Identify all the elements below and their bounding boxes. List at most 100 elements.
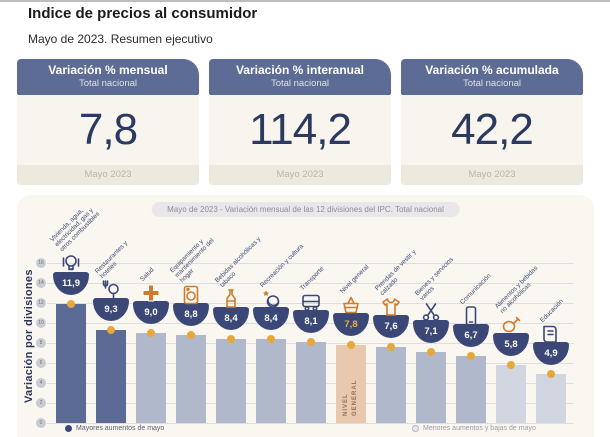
kpi-card-monthly: Variación % mensual Total nacional 7,8 M…	[17, 59, 199, 185]
value-bowl: 4,9	[533, 342, 569, 365]
recreation-culture-icon	[259, 287, 283, 311]
chart-panel: 0 2 4 6 8 10 12 14 16 11,9 Vivienda, agua, electri…	[17, 195, 594, 437]
page-title: Indice de precios al consumidor	[28, 5, 258, 22]
value-bowl: 9,3	[93, 298, 129, 321]
bar	[136, 333, 166, 423]
value-bowl: 7,1	[413, 320, 449, 343]
health-icon	[139, 281, 163, 305]
kpi-card-title: Variación % acumulada	[425, 63, 559, 77]
bar-top-dot	[507, 361, 515, 369]
chart-title: Mayo de 2023 - Variación mensual de las …	[151, 202, 460, 217]
gridline	[47, 282, 574, 284]
kpi-cards: Variación % mensual Total nacional 7,8 M…	[17, 59, 583, 185]
bar	[96, 330, 126, 423]
bar-top-dot	[547, 370, 555, 378]
bar-top-dot	[147, 329, 155, 337]
y-axis-tick: 8	[36, 338, 46, 348]
restaurants-hotels-icon	[99, 278, 123, 302]
home-equipment-icon	[179, 283, 203, 307]
category-label: Educación	[538, 297, 565, 324]
kpi-card-yearly: Variación % interanual Total nacional 11…	[209, 59, 391, 185]
legend-majors: Mayores aumentos de mayo	[65, 425, 164, 432]
value-bowl: 8,1	[293, 310, 329, 333]
legend-label: Mayores aumentos de mayo	[76, 425, 165, 432]
bar-top-dot	[187, 331, 195, 339]
alcohol-tobacco-icon	[219, 287, 243, 311]
kpi-card-title: Variación % interanual	[235, 63, 365, 77]
education-icon	[539, 322, 563, 346]
bar	[216, 339, 246, 423]
legend-filled-dot-icon	[65, 425, 72, 432]
category-label: Restaurantes y hoteles	[93, 239, 130, 280]
clothing-icon	[379, 295, 403, 319]
gridline	[47, 422, 574, 424]
y-axis-tick: 6	[36, 358, 46, 368]
bar: NIVEL GENERAL	[336, 345, 366, 423]
value-bowl: 9,0	[133, 301, 169, 324]
gridline	[47, 302, 574, 304]
bar-top-dot	[387, 343, 395, 351]
kpi-period: Mayo 2023	[401, 165, 583, 185]
legend-label: Menores aumentos y bajas de mayo	[423, 425, 536, 432]
kpi-value: 7,8	[78, 105, 138, 154]
kpi-period: Mayo 2023	[209, 165, 391, 185]
value-bowl: 8,8	[173, 303, 209, 326]
bar-top-dot	[107, 326, 115, 334]
kpi-card-subtitle: Total nacional	[462, 78, 522, 89]
y-axis-tick: 12	[36, 298, 46, 308]
value-bowl: 11,9	[53, 272, 89, 295]
bar-top-dot	[427, 348, 435, 356]
y-axis-tick: 4	[36, 378, 46, 388]
housing-utilities-icon	[59, 252, 83, 276]
legend-minors: Menores aumentos y bajas de mayo	[412, 425, 536, 432]
kpi-card-body: 7,8	[17, 95, 199, 165]
misc-goods-icon	[419, 300, 443, 324]
food-beverages-icon	[499, 313, 523, 337]
value-bowl: 7,6	[373, 315, 409, 338]
bar	[456, 356, 486, 423]
bar-top-dot	[347, 341, 355, 349]
kpi-card-title: Variación % mensual	[48, 63, 168, 77]
bar	[416, 352, 446, 423]
value-bowl: 8,4	[213, 307, 249, 330]
kpi-card-body: 42,2	[401, 95, 583, 165]
bar	[536, 374, 566, 423]
communication-icon	[459, 304, 483, 328]
plot-area: 0 2 4 6 8 10 12 14 16 11,9 Vivienda, agua, electri…	[17, 195, 594, 437]
value-bowl: 8,4	[253, 307, 289, 330]
bar	[256, 339, 286, 423]
legend-open-dot-icon	[412, 425, 419, 432]
kpi-card-subtitle: Total nacional	[78, 78, 138, 89]
nivel-general-bar-label: NIVEL GENERAL	[343, 379, 358, 416]
kpi-card-header: Variación % acumulada Total nacional	[401, 59, 583, 95]
gridline	[47, 262, 574, 264]
bar-top-dot	[467, 352, 475, 360]
kpi-card-header: Variación % interanual Total nacional	[209, 59, 391, 95]
value-bowl: 5,8	[493, 333, 529, 356]
y-axis-tick: 2	[36, 398, 46, 408]
y-axis-tick: 16	[36, 258, 46, 268]
page-subtitle: Mayo de 2023. Resumen ejecutivo	[28, 32, 213, 46]
bar-top-dot	[307, 338, 315, 346]
bar	[496, 365, 526, 423]
y-axis-label: Variación por divisiones	[23, 269, 35, 403]
y-axis-tick: 10	[36, 318, 46, 328]
kpi-value: 114,2	[249, 105, 352, 154]
kpi-card-header: Variación % mensual Total nacional	[17, 59, 199, 95]
y-axis-tick: 14	[36, 278, 46, 288]
kpi-card-accumulated: Variación % acumulada Total nacional 42,…	[401, 59, 583, 185]
kpi-value: 42,2	[451, 105, 534, 154]
value-bowl: 7,8	[333, 313, 369, 336]
transport-icon	[299, 290, 323, 314]
kpi-card-subtitle: Total nacional	[270, 78, 330, 89]
bar	[176, 335, 206, 423]
kpi-period: Mayo 2023	[17, 165, 199, 185]
y-axis-tick: 0	[36, 418, 46, 428]
bar	[56, 304, 86, 423]
category-label: Vivienda, agua, electricidad, gas y otro…	[48, 207, 102, 254]
bar	[376, 347, 406, 423]
category-label: Transporte	[298, 265, 326, 292]
bar	[296, 342, 326, 423]
kpi-card-body: 114,2	[209, 95, 391, 165]
bar-top-dot	[67, 300, 75, 308]
